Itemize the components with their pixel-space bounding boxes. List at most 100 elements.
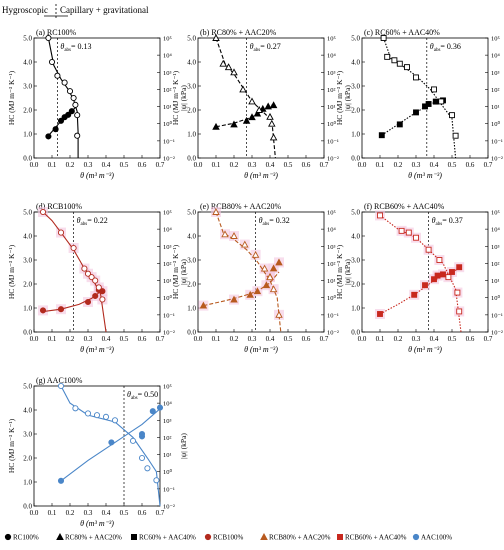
x-tick-label: 0.5 bbox=[120, 161, 129, 169]
panel-b: (b) RC80% + AAC20% θabs= 0.27 0.0 0.1 0.2 0.3… bbox=[171, 28, 352, 180]
y2-tick-label: 10⁻² bbox=[327, 156, 339, 163]
hc-point bbox=[378, 132, 385, 139]
psi-point bbox=[438, 98, 445, 105]
x-tick-label: 0.3 bbox=[84, 509, 93, 517]
y-tick-label: 3.0 bbox=[187, 83, 196, 91]
plot-frame bbox=[197, 37, 325, 159]
hc-point bbox=[57, 117, 65, 124]
y2-tick-label: 10¹ bbox=[163, 452, 172, 459]
panel-title: (d) RCB100% bbox=[36, 202, 82, 211]
x-axis-label: θ (m³ m⁻³) bbox=[244, 345, 278, 354]
threshold-subscript: abs bbox=[434, 48, 441, 53]
psi-point bbox=[239, 85, 247, 93]
x-tick-label: 0.1 bbox=[376, 161, 385, 169]
legend: RC100% RC80% + AAC20% RC60% + AAC40% RCB100… bbox=[4, 532, 452, 542]
threshold-value: = 0.36 bbox=[440, 42, 461, 51]
threshold-label: θabs= 0.13 bbox=[60, 42, 91, 53]
threshold-subscript: abs bbox=[131, 396, 138, 401]
threshold-label: θabs= 0.36 bbox=[430, 42, 461, 53]
threshold-value: = 0.27 bbox=[260, 42, 281, 51]
psi-point bbox=[241, 240, 249, 248]
legend-label: AAC100% bbox=[421, 534, 452, 542]
psi-point bbox=[138, 454, 146, 462]
y-tick-label: 2.0 bbox=[187, 107, 196, 115]
y2-tick-label: 10⁵ bbox=[163, 384, 172, 391]
x-tick-label: 0.4 bbox=[102, 335, 111, 343]
legend-marker bbox=[412, 533, 420, 541]
psi-point bbox=[61, 79, 68, 86]
panel-title: (g) AAC100% bbox=[36, 376, 83, 385]
y2-tick-label: 10⁻¹ bbox=[491, 312, 503, 319]
y2-tick-label: 10⁵ bbox=[327, 36, 336, 43]
y-tick-label: 3.0 bbox=[23, 257, 32, 265]
hc-fit-curve bbox=[60, 408, 161, 482]
panel-title: (a) RC100% bbox=[36, 28, 77, 37]
y-axis-label-right: |ψ| (kPa) bbox=[343, 259, 352, 285]
threshold-label: θabs= 0.50 bbox=[127, 390, 158, 401]
x-tick-label: 0.2 bbox=[66, 161, 75, 169]
x-axis-label: θ (m³ m⁻³) bbox=[80, 171, 114, 180]
psi-point bbox=[404, 64, 410, 71]
threshold-symbol: θ bbox=[432, 216, 436, 225]
x-tick-label: 0.0 bbox=[30, 161, 39, 169]
hc-point bbox=[57, 477, 65, 484]
hc-point bbox=[39, 307, 47, 314]
x-axis-label: θ (m³ m⁻³) bbox=[408, 345, 442, 354]
x-tick-label: 0.4 bbox=[430, 161, 439, 169]
psi-point bbox=[129, 437, 137, 444]
psi-point bbox=[269, 133, 278, 141]
x-axis-label: θ (m³ m⁻³) bbox=[80, 519, 114, 528]
legend-label: RC80% + AAC20% bbox=[65, 534, 122, 542]
hc-point bbox=[262, 281, 271, 289]
psi-point bbox=[224, 63, 233, 71]
x-tick-label: 0.7 bbox=[484, 161, 493, 169]
panel-f: (f) RCB60% + AAC40% θabs= 0.37 0.0 0.1 0.2 0.… bbox=[335, 202, 503, 354]
y-axis-label-right: |ψ| (kPa) bbox=[179, 85, 188, 111]
legend-marker bbox=[204, 533, 212, 541]
y-tick-label: 0.0 bbox=[23, 155, 32, 163]
threshold-label: θabs= 0.32 bbox=[259, 216, 290, 227]
psi-point bbox=[84, 410, 92, 417]
hc-point bbox=[434, 272, 441, 279]
y2-tick-label: 10⁻² bbox=[163, 504, 175, 511]
hc-point bbox=[138, 430, 146, 438]
psi-point bbox=[398, 227, 405, 234]
y2-tick-label: 10³ bbox=[327, 70, 336, 77]
y-tick-label: 3.0 bbox=[351, 83, 360, 91]
plot-frame bbox=[33, 37, 161, 159]
x-axis-label: θ (m³ m⁻³) bbox=[408, 171, 442, 180]
x-tick-label: 0.7 bbox=[484, 335, 493, 343]
y2-tick-label: 10¹ bbox=[491, 278, 500, 285]
x-tick-label: 0.1 bbox=[48, 335, 57, 343]
psi-point bbox=[255, 106, 263, 113]
psi-point bbox=[384, 53, 391, 60]
legend-marker bbox=[260, 532, 268, 540]
y2-tick-label: 10³ bbox=[163, 418, 172, 425]
threshold-value: = 0.37 bbox=[442, 216, 463, 225]
y-tick-label: 1.0 bbox=[23, 305, 32, 313]
psi-point bbox=[72, 405, 79, 412]
y-tick-label: 5.0 bbox=[351, 209, 360, 217]
x-tick-label: 0.2 bbox=[394, 335, 403, 343]
psi-point bbox=[251, 250, 260, 258]
y-tick-label: 1.0 bbox=[187, 131, 196, 139]
y2-tick-label: 10² bbox=[327, 261, 336, 268]
x-tick-label: 0.3 bbox=[84, 335, 93, 343]
panel-title: (e) RCB80% + AAC20% bbox=[200, 202, 282, 211]
psi-point bbox=[219, 59, 227, 67]
y2-tick-label: 10³ bbox=[327, 244, 336, 251]
x-tick-label: 0.2 bbox=[394, 161, 403, 169]
psi-point bbox=[380, 35, 387, 41]
y2-tick-label: 10⁴ bbox=[163, 401, 173, 408]
x-tick-label: 0.1 bbox=[376, 335, 385, 343]
hc-point bbox=[212, 122, 220, 130]
x-tick-label: 0.0 bbox=[194, 335, 203, 343]
legend-marker bbox=[4, 533, 12, 541]
y2-tick-label: 10⁴ bbox=[163, 227, 173, 234]
y2-tick-label: 10³ bbox=[163, 70, 172, 77]
y-tick-label: 4.0 bbox=[351, 233, 360, 241]
psi-point bbox=[413, 74, 419, 81]
legend-label: RCB100% bbox=[213, 534, 244, 542]
y-tick-label: 3.0 bbox=[187, 257, 196, 265]
y2-tick-label: 10⁵ bbox=[491, 36, 500, 43]
